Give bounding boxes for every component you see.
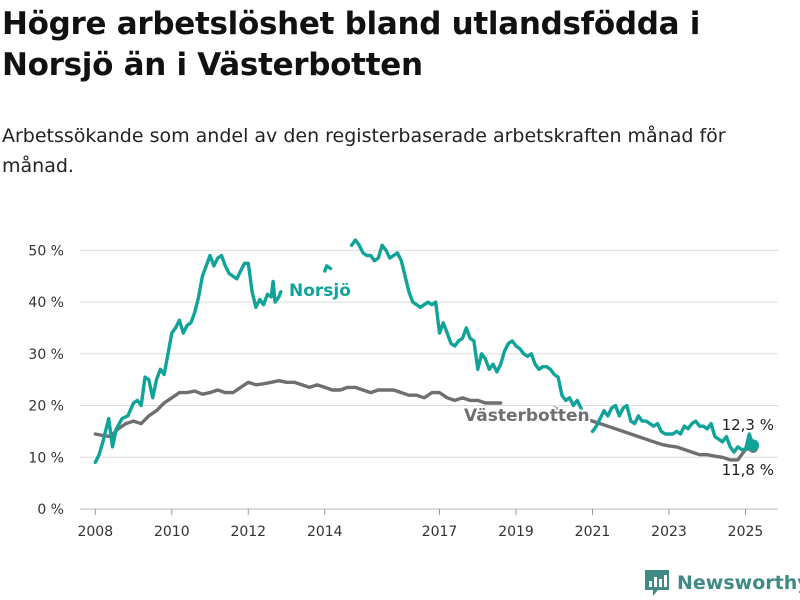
chart-title: Högre arbetslöshet bland utlandsfödda i …: [2, 6, 701, 83]
norsjo-line: [93, 238, 755, 465]
norsjo-end-point: [747, 439, 760, 452]
vasterbotten-end-value-label: 11,8 %: [722, 461, 774, 479]
y-tick-label: 10 %: [28, 450, 64, 466]
brand-name: Newsworthy: [677, 572, 800, 594]
line-chart: 0 % 10 % 20 % 30 % 40 % 50 % 2008 2010 2012 2014 2…: [28, 238, 778, 540]
x-tick-label: 2025: [728, 524, 764, 540]
x-tick-label: 2014: [307, 524, 343, 540]
x-tick-label: 2010: [154, 524, 190, 540]
norsjo-series-label: Norsjö: [289, 281, 351, 301]
x-tick-label: 2023: [651, 524, 687, 540]
x-tick-label: 2021: [575, 524, 611, 540]
x-tick-label: 2008: [77, 524, 113, 540]
y-tick-label: 30 %: [28, 347, 64, 363]
y-tick-label: 20 %: [28, 399, 64, 415]
y-tick-label: 0 %: [37, 502, 64, 518]
norsjo-end-value-label: 12,3 %: [722, 416, 774, 434]
x-tick-label: 2017: [422, 524, 458, 540]
newsworthy-logo[interactable]: Newsworthy: [644, 568, 800, 598]
y-tick-label: 50 %: [28, 243, 64, 259]
newsworthy-chart-logo-icon: [645, 570, 669, 596]
y-tick-label: 40 %: [28, 295, 64, 311]
x-tick-label: 2019: [498, 524, 534, 540]
vasterbotten-line: [93, 379, 755, 462]
x-tick-label: 2012: [230, 524, 266, 540]
vasterbotten-series-label: Västerbotten: [464, 406, 590, 426]
chart-subtitle: Arbetssökande som andel av den registerb…: [2, 125, 726, 177]
